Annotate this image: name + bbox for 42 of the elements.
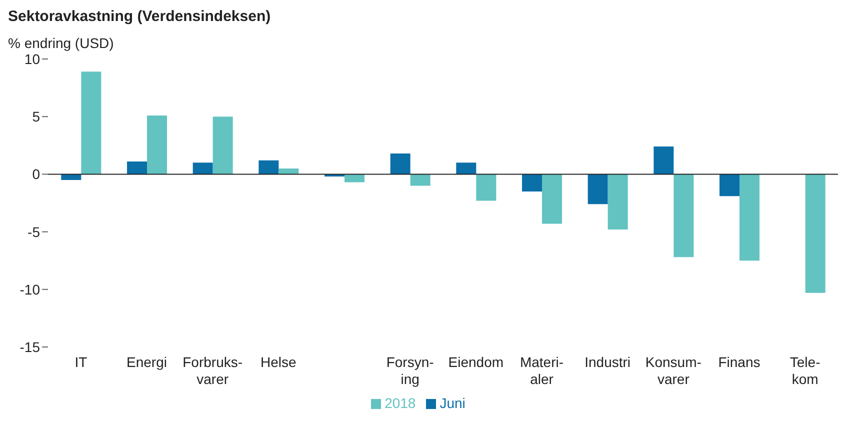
- x-tick-label: Industri: [584, 354, 631, 370]
- y-tick-label: 0: [32, 166, 40, 182]
- bar: [390, 153, 410, 174]
- bar: [542, 174, 562, 224]
- bar: [720, 174, 740, 196]
- bar: [258, 160, 279, 174]
- bar: [147, 115, 167, 174]
- y-tick-label: -10: [20, 281, 40, 298]
- x-tick-label: Konsum- varer: [645, 354, 702, 387]
- y-tick-label: 5: [32, 108, 40, 125]
- x-tick-label: Forsyn- ing: [386, 354, 434, 387]
- x-tick-label: Helse: [260, 354, 297, 370]
- x-tick-label: Energi: [126, 354, 167, 370]
- bar: [127, 162, 147, 174]
- y-tick-label: -5: [28, 224, 40, 240]
- y-tick-label: -15: [20, 338, 40, 355]
- chart-title: Sektoravkastning (Verdensindeksen): [8, 8, 272, 25]
- bar: [456, 162, 476, 174]
- x-tick-label: IT: [74, 354, 88, 370]
- bar: [674, 174, 694, 258]
- x-tick-label: Finans: [718, 354, 760, 370]
- bar: [61, 174, 82, 180]
- bar: [192, 162, 213, 174]
- bar: [588, 174, 608, 204]
- bar: [344, 174, 364, 182]
- bar: [805, 174, 826, 293]
- x-tick-label: Tele- kom: [790, 354, 821, 387]
- bar: [212, 116, 233, 174]
- legend-label: 2018: [384, 395, 416, 411]
- x-tick-label: Materi- aler: [520, 354, 564, 387]
- bar: [608, 174, 628, 230]
- bar: [654, 146, 674, 174]
- bar: [522, 174, 542, 192]
- bar: [410, 174, 430, 186]
- x-tick-label: Eiendom: [448, 354, 504, 370]
- y-tick-label: 10: [24, 50, 40, 67]
- x-tick-label: Forbruks- varer: [182, 354, 243, 387]
- bar: [740, 174, 760, 261]
- legend-label: Juni: [440, 395, 466, 411]
- bar: [81, 72, 102, 174]
- y-axis-title: % endring (USD): [8, 35, 115, 51]
- bar: [476, 174, 496, 201]
